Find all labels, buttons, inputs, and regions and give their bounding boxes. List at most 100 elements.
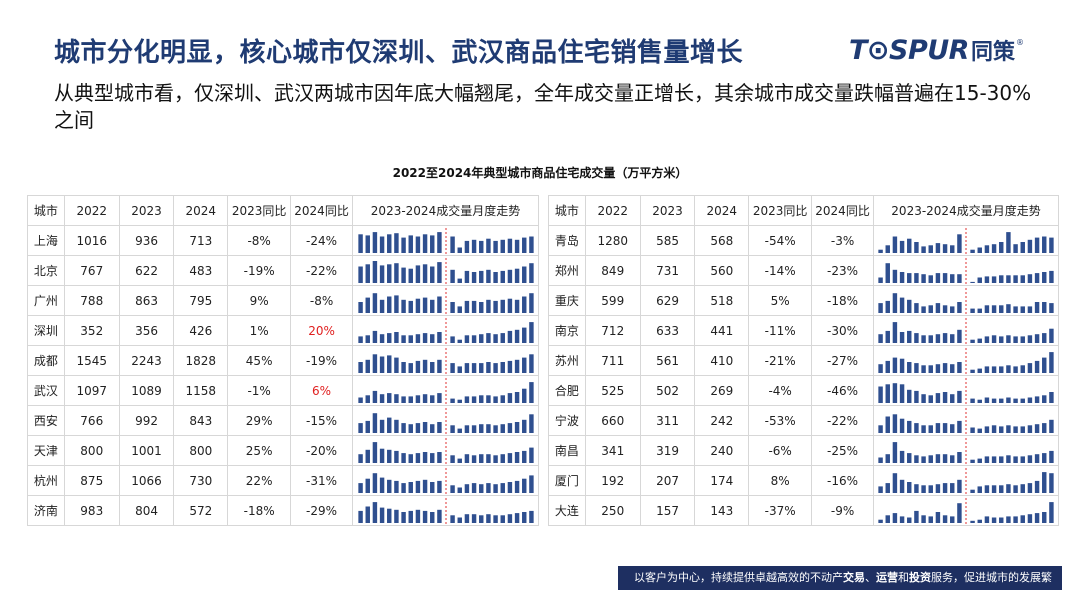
trend-bar bbox=[1049, 351, 1054, 373]
trend-bar bbox=[415, 394, 420, 403]
yoy-2024-cell: -19% bbox=[290, 345, 354, 376]
trend-bar bbox=[957, 329, 962, 343]
trend-bar bbox=[1034, 360, 1040, 373]
trend-bar bbox=[957, 420, 962, 433]
trend-bar bbox=[449, 514, 455, 523]
trend-bar bbox=[436, 261, 442, 283]
trend-bar bbox=[357, 335, 363, 343]
trend-bar bbox=[436, 509, 442, 523]
monthly-trend-cell bbox=[873, 375, 1059, 406]
trend-bar bbox=[386, 479, 391, 493]
trend-bar bbox=[514, 359, 519, 373]
value-2023-cell: 1089 bbox=[118, 375, 175, 406]
trend-bar bbox=[471, 271, 476, 283]
trend-bar bbox=[950, 363, 955, 373]
trend-bar bbox=[991, 334, 997, 343]
trend-bar bbox=[449, 398, 455, 403]
trend-bar bbox=[899, 383, 905, 403]
trend-bar bbox=[478, 514, 483, 523]
trend-bar bbox=[1020, 274, 1025, 283]
trend-bar bbox=[507, 422, 512, 433]
footer-sep-2: 和 bbox=[898, 571, 909, 584]
trend-bar bbox=[907, 272, 912, 283]
trend-bar bbox=[928, 515, 933, 523]
trend-bar bbox=[386, 296, 391, 313]
trend-bar bbox=[1006, 424, 1011, 433]
city-cell: 广州 bbox=[27, 285, 65, 316]
trend-bar bbox=[950, 515, 955, 523]
value-2023-cell: 319 bbox=[639, 435, 696, 466]
trend-bar bbox=[1013, 274, 1018, 283]
yoy-2024-cell: -24% bbox=[290, 225, 354, 256]
table-row: 大连 250 157 143 -37% -9% bbox=[548, 495, 1059, 526]
trend-bar bbox=[899, 418, 905, 433]
footer-bold-trade: 交易 bbox=[843, 571, 865, 584]
trend-bar bbox=[950, 273, 955, 283]
trend-bar bbox=[999, 241, 1004, 253]
trend-bar bbox=[921, 334, 926, 343]
sparkline-chart bbox=[878, 497, 1054, 524]
value-2023-cell: 863 bbox=[118, 285, 175, 316]
trend-bar bbox=[899, 515, 905, 523]
trend-bar bbox=[393, 393, 399, 403]
trend-bar bbox=[907, 481, 912, 493]
value-2024-cell: 410 bbox=[694, 345, 750, 376]
trend-bar bbox=[935, 363, 941, 373]
footer-sep-1: 、 bbox=[865, 571, 876, 584]
table-row: 郑州 849 731 560 -14% -23% bbox=[548, 255, 1059, 286]
trend-bar bbox=[464, 334, 469, 343]
monthly-trend-cell bbox=[873, 255, 1059, 286]
trend-bar bbox=[492, 395, 498, 403]
chart-title: 2022至2024年典型城市商品住宅成交量（万平方米） bbox=[392, 166, 688, 180]
table-row: 青岛 1280 585 568 -54% -3% bbox=[548, 225, 1059, 256]
trend-bar bbox=[393, 294, 399, 313]
trend-bar bbox=[521, 357, 526, 373]
trend-bar bbox=[1034, 272, 1040, 283]
header-city: 城市 bbox=[548, 195, 586, 226]
value-2023-cell: 804 bbox=[118, 495, 175, 526]
trend-bar bbox=[1020, 455, 1025, 463]
trend-bar bbox=[422, 510, 427, 523]
trend-bar bbox=[372, 390, 377, 403]
trend-bar bbox=[984, 335, 990, 343]
trend-bar bbox=[1034, 512, 1040, 523]
trend-bar bbox=[957, 479, 962, 493]
trend-bar bbox=[464, 424, 469, 433]
trend-bar bbox=[1020, 364, 1025, 373]
trend-bar bbox=[514, 268, 519, 283]
value-2023-cell: 311 bbox=[639, 405, 696, 436]
trend-bar bbox=[907, 517, 912, 523]
monthly-trend-cell bbox=[873, 435, 1059, 466]
trend-bar bbox=[422, 332, 427, 343]
trend-bar bbox=[977, 368, 982, 373]
trend-bar bbox=[1020, 483, 1025, 493]
trend-bar bbox=[878, 277, 883, 283]
value-2024-cell: 800 bbox=[173, 435, 229, 466]
trend-bar bbox=[485, 482, 491, 493]
trend-bar bbox=[914, 390, 919, 403]
trend-bar bbox=[478, 240, 483, 253]
monthly-trend-cell bbox=[873, 225, 1059, 256]
yoy-2024-cell: -15% bbox=[290, 405, 354, 436]
value-2024-cell: 269 bbox=[694, 375, 750, 406]
value-2024-cell: 1828 bbox=[173, 345, 229, 376]
trend-bar bbox=[521, 478, 526, 493]
trend-bar bbox=[500, 270, 505, 283]
city-cell: 上海 bbox=[27, 225, 65, 256]
value-2022-cell: 192 bbox=[584, 465, 641, 496]
trend-bar bbox=[892, 413, 898, 433]
trend-bar bbox=[878, 386, 883, 403]
trend-bar bbox=[970, 339, 975, 343]
trend-bar bbox=[970, 427, 975, 433]
trend-bar bbox=[970, 520, 975, 523]
trend-bar bbox=[899, 479, 905, 493]
trend-bar bbox=[885, 416, 890, 433]
trend-bar bbox=[464, 513, 469, 523]
trend-bar bbox=[1006, 364, 1011, 373]
trend-bar bbox=[528, 474, 534, 493]
trend-bar bbox=[478, 423, 483, 433]
yoy-2023-cell: 29% bbox=[227, 405, 292, 436]
trend-bar bbox=[408, 268, 413, 283]
trend-bar bbox=[415, 236, 420, 253]
trend-bar bbox=[892, 472, 898, 493]
